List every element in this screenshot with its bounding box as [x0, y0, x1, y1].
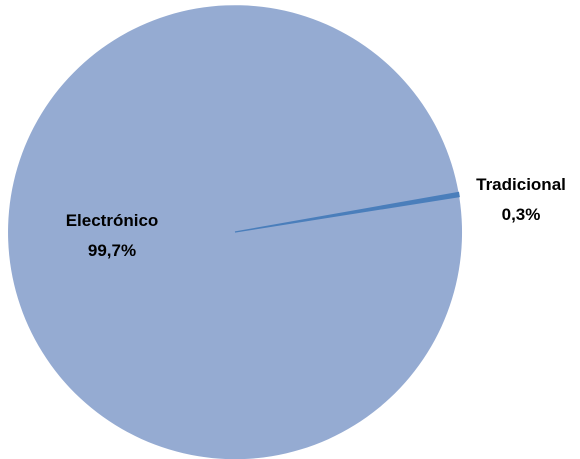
pie-slices: [8, 5, 463, 459]
slice-label-electronico-category: Electrónico: [66, 211, 159, 230]
pie-slice-tradicional: [234, 191, 460, 233]
slice-label-tradicional-value: 0,3%: [502, 205, 541, 224]
slice-label-electronico-value: 99,7%: [88, 241, 136, 260]
slice-label-tradicional-category: Tradicional: [476, 175, 566, 194]
